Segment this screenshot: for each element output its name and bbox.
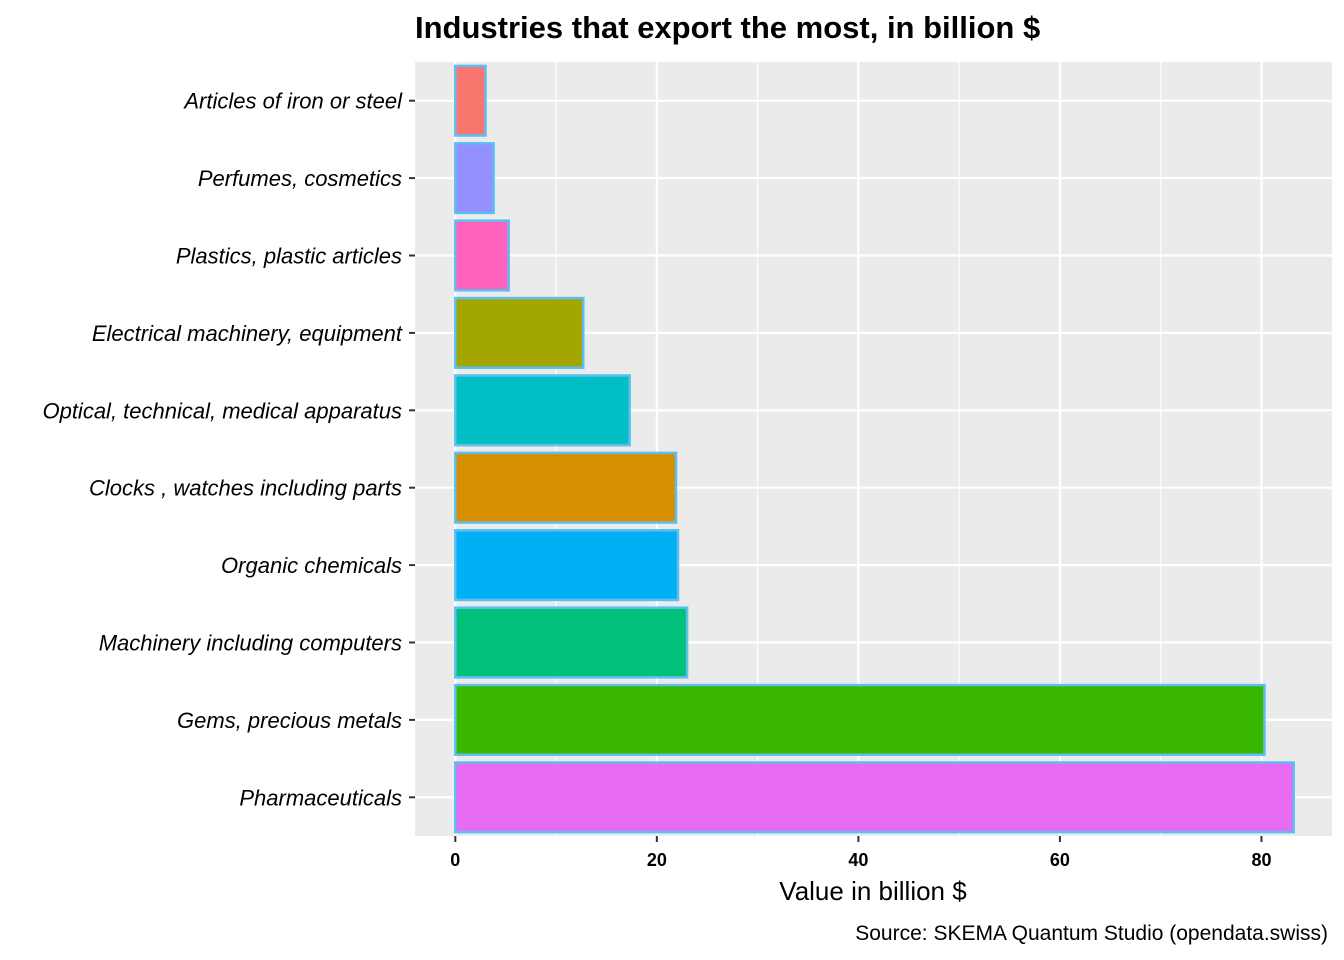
x-axis-title: Value in billion $ — [779, 876, 967, 906]
x-tick-label: 80 — [1251, 850, 1271, 870]
bar — [454, 606, 689, 679]
bar — [454, 142, 495, 215]
source-caption: Source: SKEMA Quantum Studio (opendata.s… — [855, 922, 1328, 945]
bar — [454, 529, 680, 602]
chart-title: Industries that export the most, in bill… — [415, 10, 1040, 45]
x-tick-label: 20 — [647, 850, 667, 870]
y-tick-label: Clocks , watches including parts — [89, 476, 402, 501]
y-tick-label: Articles of iron or steel — [182, 89, 403, 114]
y-tick-label: Perfumes, cosmetics — [198, 166, 402, 191]
bars — [454, 64, 1295, 834]
x-tick-label: 60 — [1050, 850, 1070, 870]
bar — [454, 64, 487, 137]
x-tick-label: 40 — [848, 850, 868, 870]
bar — [454, 451, 678, 524]
y-tick-label: Gems, precious metals — [177, 708, 402, 733]
y-tick-label: Organic chemicals — [221, 553, 402, 578]
bar — [454, 219, 510, 292]
y-axis: Articles of iron or steel Perfumes, cosme… — [42, 89, 415, 810]
x-tick-label: 0 — [450, 850, 460, 870]
y-tick-label: Electrical machinery, equipment — [92, 321, 403, 346]
y-tick-label: Machinery including computers — [99, 631, 402, 656]
y-tick-label: Pharmaceuticals — [239, 785, 402, 810]
bar — [454, 296, 585, 369]
y-tick-label: Optical, technical, medical apparatus — [42, 398, 402, 423]
bar — [454, 761, 1295, 834]
y-tick-label: Plastics, plastic articles — [176, 244, 402, 269]
bar — [454, 374, 631, 447]
x-axis: 0 20 40 60 80 — [450, 836, 1271, 870]
bar — [454, 683, 1266, 756]
